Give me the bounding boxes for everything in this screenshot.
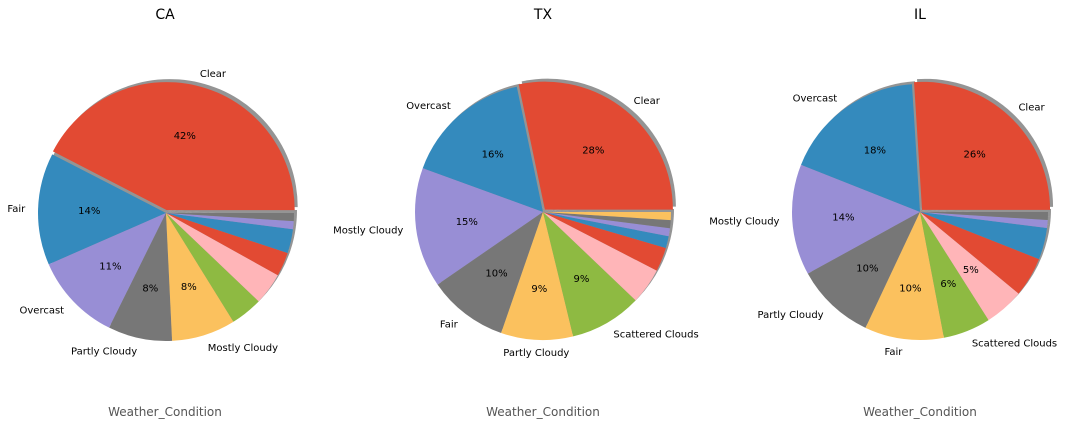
slice-percent-label: 14% bbox=[78, 206, 100, 217]
pie-slice-mostly-cloudy bbox=[415, 168, 543, 285]
slice-percent-label: 16% bbox=[482, 149, 504, 160]
slice-label: Overcast bbox=[793, 94, 838, 105]
x-axis-label: Weather_Condition bbox=[108, 405, 222, 419]
pie-slice bbox=[920, 212, 1048, 221]
pie-labels: Clear 28% Overcast 16% Mostly Cloudy 15% Fair 1… bbox=[333, 96, 699, 359]
pie-chart-il: IL Clear 26% Overcast 18% Mostly Cloudy 14% Pa… bbox=[709, 7, 1057, 419]
chart-title: TX bbox=[533, 7, 553, 23]
pie-slice bbox=[166, 213, 278, 302]
pie-slice bbox=[543, 212, 657, 301]
slice-percent-label: 8% bbox=[181, 282, 197, 293]
pie-slice-clear bbox=[914, 81, 1051, 210]
pie-slice-overcast bbox=[800, 84, 920, 212]
pie-slices bbox=[792, 78, 1054, 340]
slice-percent-label: 9% bbox=[531, 284, 547, 295]
slice-label: Mostly Cloudy bbox=[709, 216, 779, 227]
pie-slice-fair bbox=[37, 154, 167, 265]
slice-percent-label: 8% bbox=[142, 284, 158, 295]
slice-label: Clear bbox=[1018, 103, 1045, 114]
chart-title: CA bbox=[155, 7, 175, 23]
pie-slice-overcast bbox=[48, 213, 167, 328]
slice-label: Partly Cloudy bbox=[758, 310, 824, 321]
slice-label: Scattered Clouds bbox=[972, 338, 1057, 349]
slice-percent-label: 42% bbox=[174, 131, 196, 142]
slice-label: Scattered Clouds bbox=[613, 329, 698, 340]
pie-slice bbox=[543, 212, 671, 229]
pie-chart-ca: CA Clear 42% Fair 14% Overcast 11% Partly Clou… bbox=[7, 7, 298, 419]
slice-label: Partly Cloudy bbox=[503, 348, 569, 359]
pie-slice bbox=[166, 213, 294, 230]
pie-slice-clear bbox=[52, 82, 295, 211]
pie-slice-overcast bbox=[422, 86, 543, 212]
pie-slice-fair bbox=[865, 212, 944, 340]
pie-slice-partly-cloudy bbox=[807, 212, 920, 328]
pie-slice-mostly-cloudy bbox=[792, 164, 920, 274]
slice-label: Overcast bbox=[20, 306, 65, 317]
slice-percent-label: 18% bbox=[864, 145, 886, 156]
slice-percent-label: 10% bbox=[856, 263, 878, 274]
pie-slices bbox=[415, 78, 676, 340]
pie-slice bbox=[543, 212, 670, 237]
chart-title: IL bbox=[914, 7, 926, 23]
pie-slice bbox=[543, 212, 666, 271]
pie-chart-tx: TX Clear 28% Overcast 16% Mostly Cloudy 15% Fa… bbox=[333, 7, 699, 419]
pie-slice bbox=[166, 213, 294, 222]
pie-slice bbox=[166, 213, 288, 276]
slice-percent-label: 14% bbox=[832, 212, 854, 223]
pie-slice-clear bbox=[518, 81, 673, 210]
slice-percent-label: 15% bbox=[456, 217, 478, 228]
pie-slice-partly-cloudy bbox=[501, 212, 574, 340]
pie-slice bbox=[920, 212, 1047, 260]
slice-percent-label: 11% bbox=[99, 261, 121, 272]
pie-slice bbox=[543, 212, 669, 249]
slice-label: Clear bbox=[200, 69, 227, 80]
x-axis-label: Weather_Condition bbox=[486, 405, 600, 419]
slice-label: Fair bbox=[440, 320, 459, 331]
pie-slice-scattered-clouds bbox=[920, 212, 989, 338]
pie-slices bbox=[37, 79, 298, 341]
pie-slice bbox=[543, 212, 671, 221]
pie-slice bbox=[920, 212, 1019, 321]
pie-slice-scattered-clouds bbox=[543, 212, 636, 337]
slice-percent-label: 26% bbox=[964, 149, 986, 160]
pie-slice bbox=[166, 213, 259, 322]
slice-label: Fair bbox=[7, 204, 26, 215]
slice-percent-label: 10% bbox=[485, 269, 507, 280]
pie-slice-partly-cloudy bbox=[109, 213, 173, 341]
slice-percent-label: 5% bbox=[963, 265, 979, 276]
slice-label: Overcast bbox=[406, 101, 451, 112]
slice-label: Fair bbox=[884, 347, 903, 358]
slice-percent-label: 28% bbox=[582, 146, 604, 157]
pie-slice bbox=[166, 213, 293, 253]
slice-percent-label: 10% bbox=[899, 284, 921, 295]
pie-labels: Clear 42% Fair 14% Overcast 11% Partly Cloudy 8… bbox=[7, 69, 278, 358]
pie-slice bbox=[920, 212, 1040, 294]
slice-label: Partly Cloudy bbox=[71, 346, 137, 357]
slice-label: Mostly Cloudy bbox=[208, 343, 278, 354]
slice-label: Clear bbox=[634, 96, 661, 107]
pie-slice bbox=[920, 212, 1048, 229]
slice-label: Mostly Cloudy bbox=[333, 225, 403, 236]
x-axis-label: Weather_Condition bbox=[863, 405, 977, 419]
pie-slice-fair bbox=[437, 212, 543, 333]
slice-percent-label: 6% bbox=[940, 279, 956, 290]
slice-percent-label: 9% bbox=[573, 274, 589, 285]
pie-labels: Clear 26% Overcast 18% Mostly Cloudy 14% Partl… bbox=[709, 94, 1057, 359]
pie-slice-mostly-cloudy bbox=[166, 213, 234, 341]
